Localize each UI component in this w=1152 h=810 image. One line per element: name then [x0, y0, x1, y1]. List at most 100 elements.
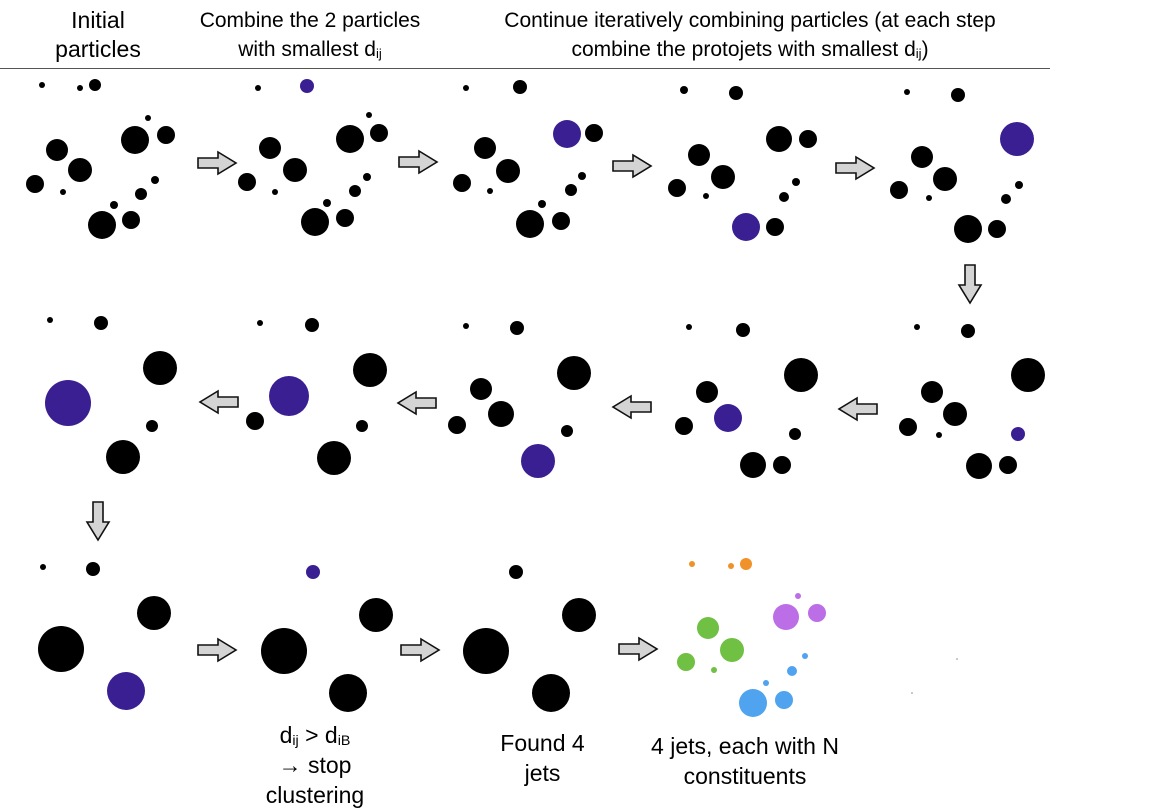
panel-initial: [26, 79, 175, 239]
particle: [799, 130, 817, 148]
panel-step7: [448, 321, 591, 478]
panel-step6: [675, 323, 818, 478]
merged-particle: [1011, 427, 1025, 441]
caption-jets-line2: constituents: [683, 763, 807, 789]
particle: [38, 626, 84, 672]
particle: [329, 674, 367, 712]
particle: [356, 420, 368, 432]
jet-constituent: [728, 563, 734, 569]
particle: [305, 318, 319, 332]
jet-constituent: [775, 691, 793, 709]
particle: [552, 212, 570, 230]
panel-step3: [668, 86, 817, 241]
arrow-right-1-icon: [197, 150, 238, 176]
arrow-right-2-icon: [398, 149, 439, 175]
particle: [1011, 358, 1045, 392]
particle: [914, 324, 920, 330]
jet-constituent: [787, 666, 797, 676]
caption-jets-line1: 4 jets, each with N: [651, 733, 839, 759]
particle: [261, 628, 307, 674]
particle: [999, 456, 1017, 474]
particle: [349, 185, 361, 197]
particle: [40, 564, 46, 570]
arrow-down-2-icon: [85, 501, 111, 542]
particle: [943, 402, 967, 426]
merged-particle: [732, 213, 760, 241]
particle: [336, 125, 364, 153]
particle: [509, 565, 523, 579]
jet-constituent: [689, 561, 695, 567]
particle: [448, 416, 466, 434]
caption-stop-d2-sub: iB: [337, 733, 351, 750]
panel-step9: [45, 316, 177, 474]
caption-found-line2: jets: [524, 760, 561, 786]
particle: [1001, 194, 1011, 204]
particle: [366, 112, 372, 118]
caption-stop-gt: > d: [298, 722, 338, 748]
header-continue-line2-sub: ij: [915, 45, 922, 61]
particle: [496, 159, 520, 183]
speck: [911, 692, 913, 694]
merged-particle: [45, 380, 91, 426]
particle: [246, 412, 264, 430]
particle: [122, 211, 140, 229]
particle: [557, 356, 591, 390]
particle: [463, 628, 509, 674]
particle: [766, 218, 784, 236]
particle: [773, 456, 791, 474]
particle: [317, 441, 351, 475]
particle: [680, 86, 688, 94]
particle: [792, 178, 800, 186]
particle: [135, 188, 147, 200]
jet-constituent: [773, 604, 799, 630]
panel-step8: [246, 318, 387, 475]
particle: [703, 193, 709, 199]
arrow-right-7-icon: [618, 636, 659, 662]
caption-stop-d1: d: [279, 722, 293, 748]
particle: [259, 137, 281, 159]
particle: [255, 85, 261, 91]
particle: [740, 452, 766, 478]
particle: [89, 79, 101, 91]
particle: [988, 220, 1006, 238]
arrow-down-1-icon: [957, 264, 983, 305]
particle: [532, 674, 570, 712]
jet-constituent: [720, 638, 744, 662]
header-combine-line1: Combine the 2 particles: [199, 9, 421, 32]
particle: [353, 353, 387, 387]
header-continue-line2: combine the protojets with smallest dij): [450, 35, 1050, 64]
header-continue: Continue iteratively combining particles…: [450, 6, 1050, 64]
particle: [784, 358, 818, 392]
panel-step1: [238, 79, 388, 236]
header-divider: [0, 68, 1050, 69]
particle: [954, 215, 982, 243]
jet-constituent: [677, 653, 695, 671]
caption-stop-clustering: dij > diB → stop clustering: [250, 720, 380, 810]
header-combine-two: Combine the 2 particles with smallest di…: [175, 6, 445, 64]
particle: [936, 432, 942, 438]
jet-constituent: [802, 653, 808, 659]
particle: [538, 200, 546, 208]
merged-particle: [269, 376, 309, 416]
merged-particle: [300, 79, 314, 93]
jet-constituent: [808, 604, 826, 622]
particle: [359, 598, 393, 632]
particle: [890, 181, 908, 199]
arrow-left-2-icon: [611, 394, 652, 420]
particle: [911, 146, 933, 168]
particle: [60, 189, 66, 195]
header-initial-line1: Initial: [71, 7, 125, 33]
particle: [88, 211, 116, 239]
particle: [516, 210, 544, 238]
header-combine-line2-text: with smallest d: [238, 38, 376, 61]
jet-constituent: [739, 689, 767, 717]
panel-stop: [261, 565, 393, 712]
particle: [39, 82, 45, 88]
particle: [675, 417, 693, 435]
particle: [711, 165, 735, 189]
particle: [961, 324, 975, 338]
particle: [26, 175, 44, 193]
jet-constituent: [795, 593, 801, 599]
particle: [688, 144, 710, 166]
